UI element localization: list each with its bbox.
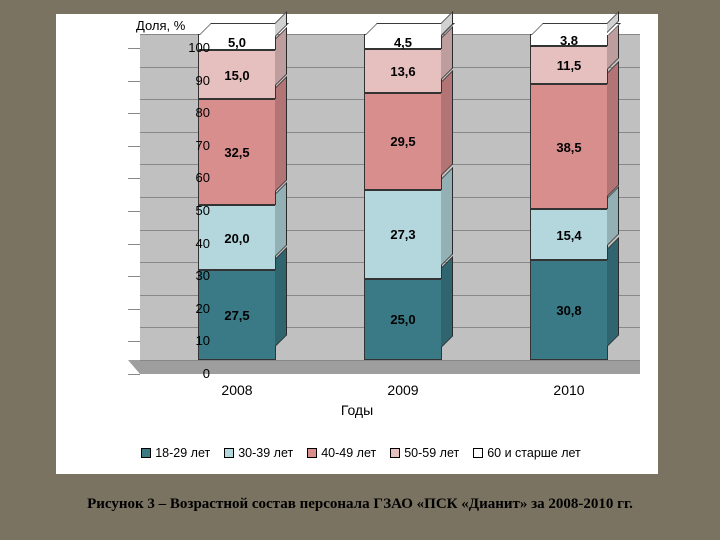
y-tick-label: 10	[170, 333, 210, 348]
segment-value-label: 25,0	[364, 312, 442, 327]
segment-value-label: 30,8	[530, 303, 608, 318]
segment-value-label: 4,5	[364, 35, 442, 50]
gridline	[140, 360, 640, 361]
legend: 18-29 лет 30-39 лет 40-49 лет 50-59 лет 60 и…	[96, 446, 626, 460]
legend-item: 50-59 лет	[390, 446, 459, 460]
legend-label: 60 и старше лет	[487, 446, 581, 460]
segment-value-label: 32,5	[198, 145, 276, 160]
y-tick-label: 80	[170, 105, 210, 120]
figure-caption: Рисунок 3 – Возрастной состав персонала …	[0, 496, 720, 513]
y-tick-label: 0	[170, 366, 210, 381]
legend-item: 18-29 лет	[141, 446, 210, 460]
legend-swatch	[224, 448, 234, 458]
legend-label: 18-29 лет	[155, 446, 210, 460]
legend-item: 40-49 лет	[307, 446, 376, 460]
legend-swatch	[390, 448, 400, 458]
segment-value-label: 15,4	[530, 228, 608, 243]
segment-value-label: 29,5	[364, 134, 442, 149]
x-tick-label: 2008	[177, 382, 297, 398]
segment-value-label: 13,6	[364, 64, 442, 79]
segment-value-label: 27,3	[364, 227, 442, 242]
segment-value-label: 11,5	[530, 58, 608, 73]
segment-value-label: 3.8	[530, 33, 608, 48]
segment-value-label: 20,0	[198, 231, 276, 246]
legend-swatch	[473, 448, 483, 458]
legend-label: 40-49 лет	[321, 446, 376, 460]
x-axis-title: Годы	[56, 402, 658, 418]
y-tick-label: 60	[170, 170, 210, 185]
segment-value-label: 38,5	[530, 140, 608, 155]
x-tick-label: 2009	[343, 382, 463, 398]
segment-value-label: 15,0	[198, 68, 276, 83]
legend-item: 60 и старше лет	[473, 446, 581, 460]
y-tick-label: 50	[170, 203, 210, 218]
legend-swatch	[141, 448, 151, 458]
legend-item: 30-39 лет	[224, 446, 293, 460]
segment-value-label: 27,5	[198, 308, 276, 323]
x-tick-label: 2010	[509, 382, 629, 398]
chart-panel: Доля, % 27,5 20,0 32,5 15,0 5,0 25,0 27,3 29,5 1…	[56, 14, 658, 474]
legend-label: 50-59 лет	[404, 446, 459, 460]
y-tick-label: 30	[170, 268, 210, 283]
legend-label: 30-39 лет	[238, 446, 293, 460]
segment-value-label: 5,0	[198, 35, 276, 50]
legend-swatch	[307, 448, 317, 458]
y-axis-title: Доля, %	[136, 18, 185, 33]
